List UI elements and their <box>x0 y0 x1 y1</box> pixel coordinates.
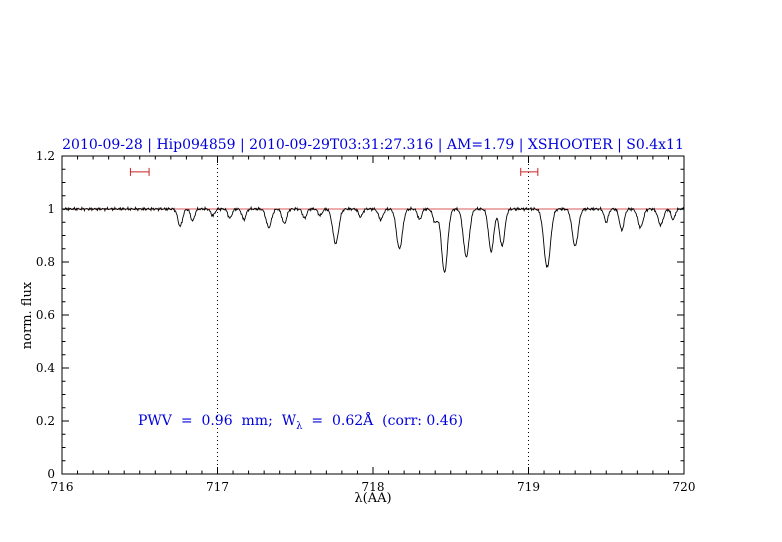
range-marker <box>520 167 539 176</box>
y-axis-label: norm. flux <box>20 275 36 355</box>
pwv-annotation: PWV = 0.96 mm; Wλ = 0.62Å (corr: 0.46) <box>138 413 463 432</box>
y-tick-label: 1.2 <box>36 149 55 163</box>
plot-title: 2010-09-28 | Hip094859 | 2010-09-29T03:3… <box>62 137 684 153</box>
y-tick-label: 0.8 <box>36 255 55 269</box>
x-axis-label: λ(AA) <box>354 491 392 506</box>
y-tick-label: 0.2 <box>36 414 55 428</box>
x-tick-label: 717 <box>206 480 229 494</box>
range-marker <box>129 167 150 176</box>
x-tick-label: 720 <box>673 480 696 494</box>
y-tick-label: 0.6 <box>36 308 55 322</box>
y-tick-label: 0 <box>47 467 55 481</box>
pwv-annotation-prefix: PWV = 0.96 mm; W <box>138 413 297 429</box>
y-axis-label-text: norm. flux <box>20 281 36 349</box>
x-tick-label: 718 <box>362 480 385 494</box>
x-tick-label: 716 <box>51 480 74 494</box>
spectrum-line <box>61 205 685 274</box>
pwv-annotation-suffix: = 0.62Å (corr: 0.46) <box>302 413 464 429</box>
y-tick-label: 1 <box>47 202 55 216</box>
y-tick-label: 0.4 <box>36 361 55 375</box>
pwv-annotation-sub: λ <box>296 420 303 432</box>
x-tick-label: 719 <box>517 480 540 494</box>
